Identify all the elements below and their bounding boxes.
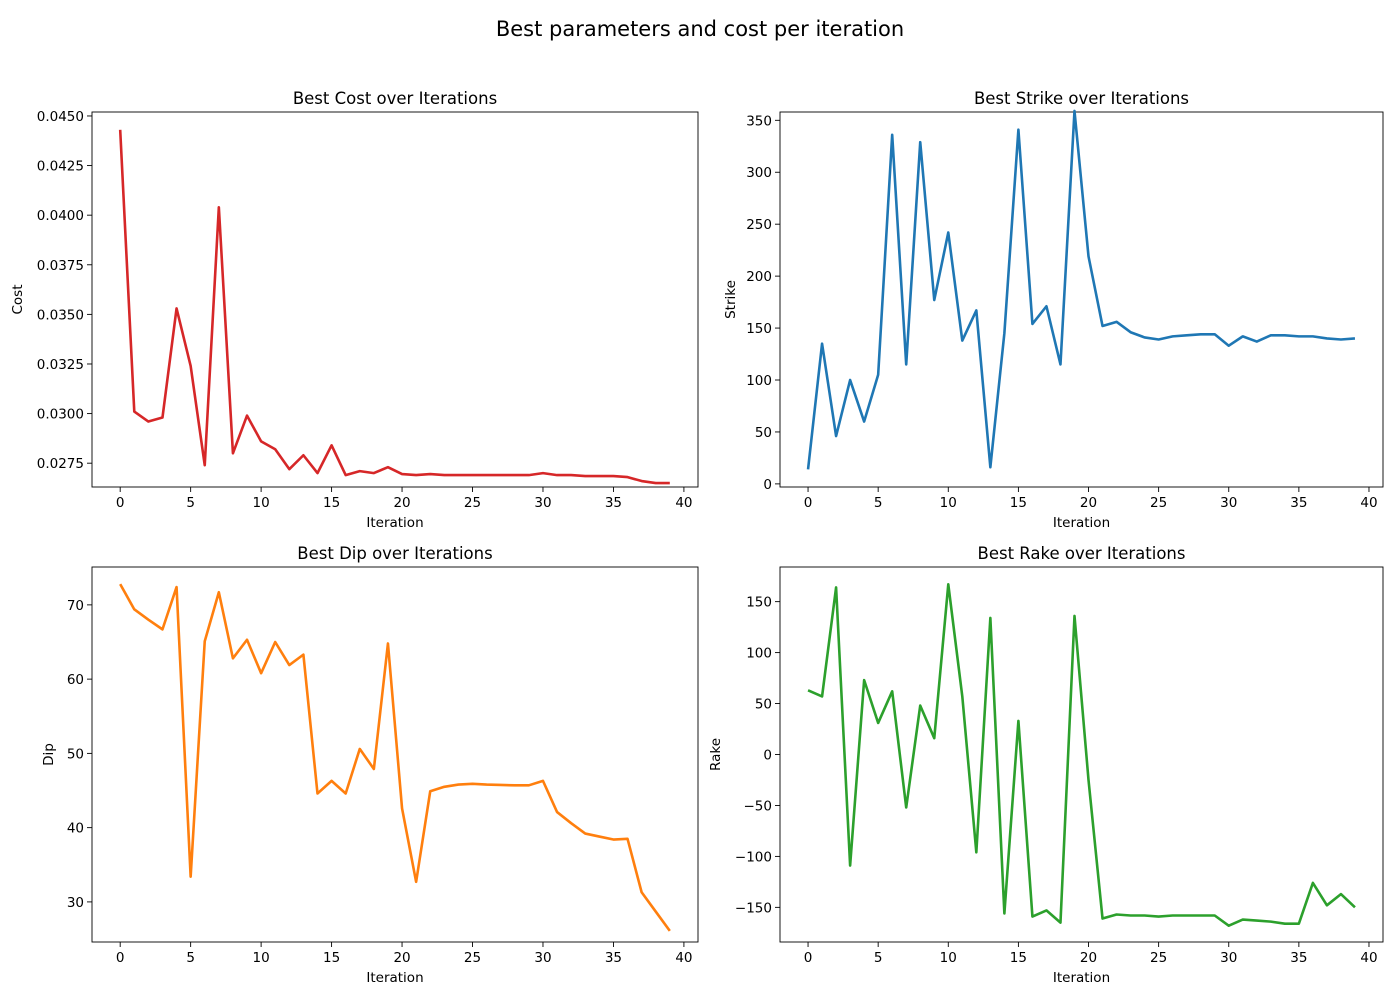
x-tick-label: 20 (393, 950, 410, 966)
y-tick-label: 100 (746, 646, 772, 662)
y-axis-label-strike: Strike (723, 280, 739, 319)
series-line-cost (118, 129, 670, 485)
y-tick-label: 40 (67, 821, 84, 837)
x-axis-label-cost: Iteration (366, 515, 423, 531)
plot-frame-dip (91, 566, 699, 943)
x-tick-label: 10 (940, 495, 957, 511)
y-tick-label: 60 (67, 672, 84, 688)
y-tick-label: 100 (746, 373, 772, 389)
x-tick-label: 40 (675, 950, 692, 966)
x-tick-label: 0 (804, 495, 813, 511)
y-tick-label: 70 (67, 598, 84, 614)
x-tick-label: 25 (464, 950, 481, 966)
subplot-cost: 0 5 10 15 20 25 30 35 40 0.0275 0.0300 0.0325 0.0350… (10, 89, 699, 531)
y-tick-label: 0 (763, 477, 772, 493)
plot-frame-rake (779, 566, 1384, 943)
x-tick-label: 35 (605, 495, 622, 511)
y-tick-label: 0.0350 (37, 307, 84, 323)
subplot-rake: 0 5 10 15 20 25 30 35 40 −150 −100 −50 0 50 100 150 Best… (708, 544, 1384, 986)
y-tick-label: 0.0275 (37, 456, 84, 472)
subplot-dip: 0 5 10 15 20 25 30 35 40 30 40 50 60 70 Best Dip over … (41, 544, 699, 986)
y-tick-label: 0 (763, 748, 772, 764)
x-tick-label: 40 (1360, 950, 1377, 966)
y-tick-label: 50 (67, 746, 84, 762)
x-tick-label: 5 (874, 495, 883, 511)
y-axis-label-rake: Rake (708, 738, 724, 771)
x-tick-label: 10 (253, 495, 270, 511)
y-axis-label-cost: Cost (10, 284, 26, 314)
x-tick-label: 30 (534, 495, 551, 511)
x-tick-label: 0 (116, 495, 125, 511)
x-tick-label: 10 (253, 950, 270, 966)
x-tick-label: 5 (186, 950, 195, 966)
x-axis-label-dip: Iteration (366, 970, 423, 986)
x-tick-label: 30 (1220, 495, 1237, 511)
y-tick-label: 350 (746, 113, 772, 129)
x-tick-label: 15 (1010, 495, 1027, 511)
figure-title: Best parameters and cost per iteration (496, 17, 904, 41)
y-tick-label: −150 (735, 900, 772, 916)
series-line-strike (806, 109, 1356, 470)
subplot-title-strike: Best Strike over Iterations (974, 89, 1189, 108)
x-tick-label: 15 (1010, 950, 1027, 966)
x-tick-label: 0 (116, 950, 125, 966)
y-tick-label: 200 (746, 269, 772, 285)
x-tick-label: 5 (874, 950, 883, 966)
subplot-title-dip: Best Dip over Iterations (297, 544, 492, 563)
series-line-dip (119, 583, 671, 932)
subplot-strike: 0 5 10 15 20 25 30 35 40 0 50 100 150 200 250 300 350 Bes… (723, 89, 1384, 531)
y-tick-label: 0.0400 (37, 208, 84, 224)
x-tick-label: 25 (1150, 495, 1167, 511)
x-tick-label: 20 (393, 495, 410, 511)
subplots: 0 5 10 15 20 25 30 35 40 0.0275 0.0300 0.0325 0.0350… (10, 89, 1384, 986)
x-tick-label: 0 (804, 950, 813, 966)
y-tick-label: −100 (735, 849, 772, 865)
series-line-rake (807, 583, 1356, 928)
y-tick-label: −50 (744, 798, 773, 814)
x-tick-label: 40 (1360, 495, 1377, 511)
y-tick-label: 250 (746, 217, 772, 233)
x-tick-label: 35 (605, 950, 622, 966)
y-tick-label: 30 (67, 895, 84, 911)
x-tick-label: 10 (940, 950, 957, 966)
x-tick-label: 15 (323, 495, 340, 511)
plot-frame-strike (779, 111, 1384, 488)
y-tick-label: 0.0425 (37, 159, 84, 175)
x-tick-label: 20 (1080, 950, 1097, 966)
x-tick-label: 25 (1150, 950, 1167, 966)
x-tick-label: 25 (464, 495, 481, 511)
x-tick-label: 20 (1080, 495, 1097, 511)
x-tick-label: 40 (675, 495, 692, 511)
plot-frame-cost (91, 111, 699, 488)
x-tick-label: 30 (1220, 950, 1237, 966)
x-tick-label: 30 (534, 950, 551, 966)
x-axis-label-strike: Iteration (1053, 515, 1110, 531)
y-tick-label: 0.0450 (37, 109, 84, 125)
x-tick-label: 5 (186, 495, 195, 511)
y-tick-label: 150 (746, 321, 772, 337)
x-tick-label: 35 (1290, 495, 1307, 511)
y-tick-label: 50 (755, 425, 772, 441)
y-tick-label: 0.0375 (37, 258, 84, 274)
x-axis-label-rake: Iteration (1053, 970, 1110, 986)
y-tick-label: 300 (746, 165, 772, 181)
y-tick-label: 0.0325 (37, 357, 84, 373)
y-tick-label: 0.0300 (37, 407, 84, 423)
x-tick-label: 35 (1290, 950, 1307, 966)
y-tick-label: 150 (746, 595, 772, 611)
subplot-title-rake: Best Rake over Iterations (978, 544, 1186, 563)
y-tick-label: 50 (755, 697, 772, 713)
y-axis-label-dip: Dip (41, 743, 57, 766)
x-tick-label: 15 (323, 950, 340, 966)
subplot-title-cost: Best Cost over Iterations (293, 89, 497, 108)
